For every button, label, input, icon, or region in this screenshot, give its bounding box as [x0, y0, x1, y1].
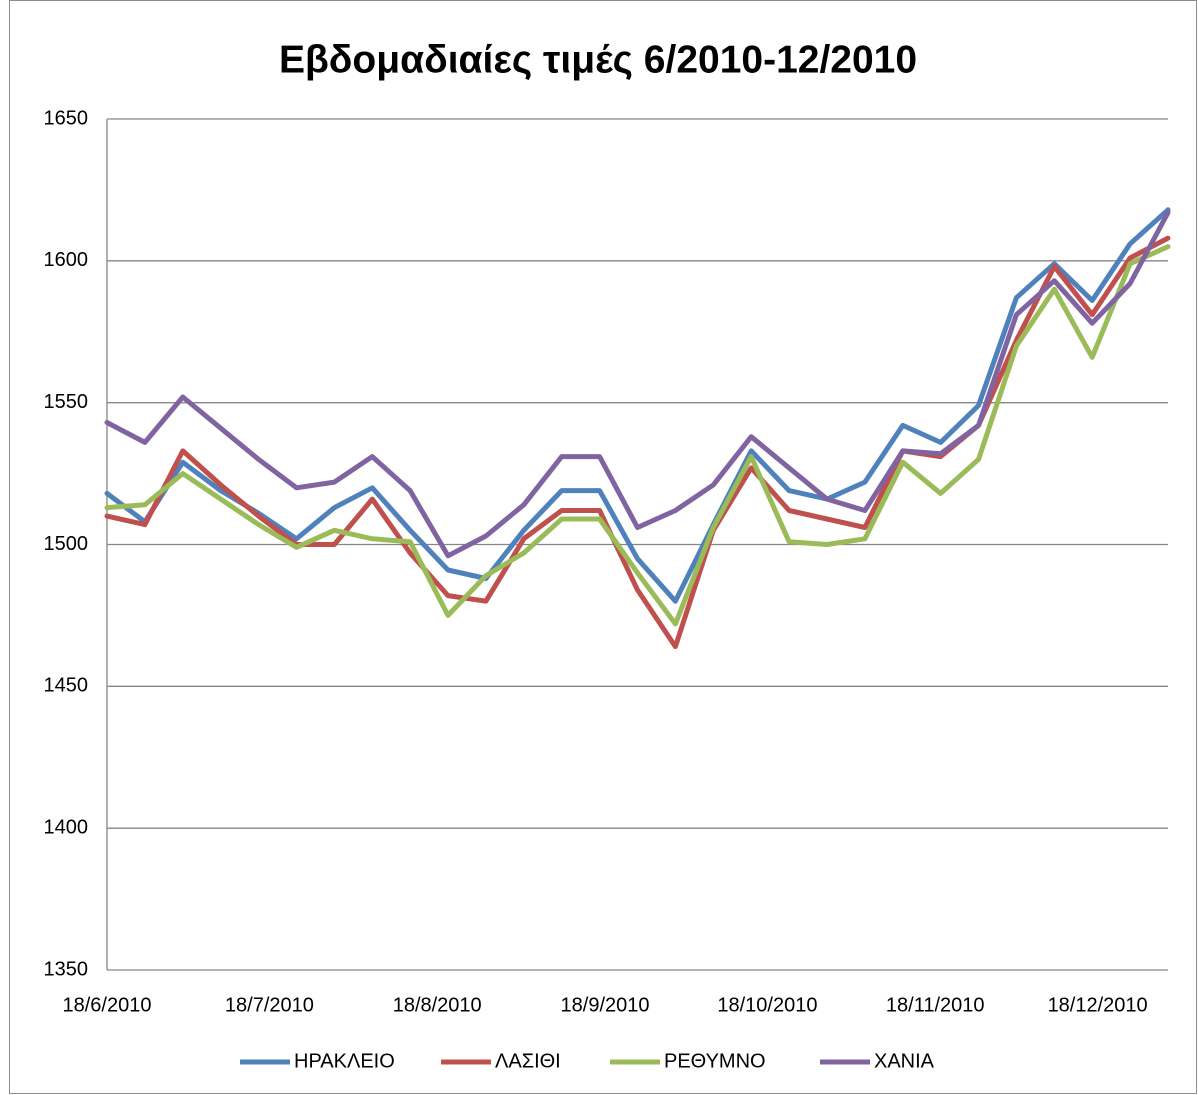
x-tick-label: 18/11/2010	[886, 994, 985, 1016]
x-tick-label: 18/7/2010	[225, 994, 314, 1016]
legend-label: ΛΑΣΙΘΙ	[495, 1050, 561, 1072]
chart-title: Εβδομαδιαίες τιμές 6/2010-12/2010	[279, 38, 917, 81]
x-tick-label: 18/8/2010	[393, 994, 482, 1016]
y-tick-label: 1500	[44, 533, 89, 555]
series-line	[104, 235, 1171, 650]
legend-label: ΡΕΘΥΜΝΟ	[664, 1050, 766, 1072]
y-tick-label: 1350	[44, 958, 89, 980]
x-tick-label: 18/12/2010	[1048, 994, 1148, 1016]
series-line	[104, 244, 1171, 627]
y-tick-label: 1450	[44, 675, 89, 697]
series-line	[104, 207, 1171, 604]
x-tick-label: 18/6/2010	[63, 994, 152, 1016]
y-tick-label: 1600	[44, 249, 89, 271]
y-tick-label: 1400	[44, 816, 89, 838]
x-tick-label: 18/9/2010	[561, 994, 650, 1016]
legend-label: ΧΑΝΙΑ	[874, 1050, 935, 1072]
legend-label: ΗΡΑΚΛΕΙΟ	[294, 1050, 395, 1072]
series-line	[104, 210, 1171, 559]
chart-frame	[9, 0, 1197, 1094]
y-tick-label: 1550	[44, 391, 89, 413]
x-tick-label: 18/10/2010	[717, 994, 817, 1016]
y-tick-label: 1650	[44, 107, 89, 129]
